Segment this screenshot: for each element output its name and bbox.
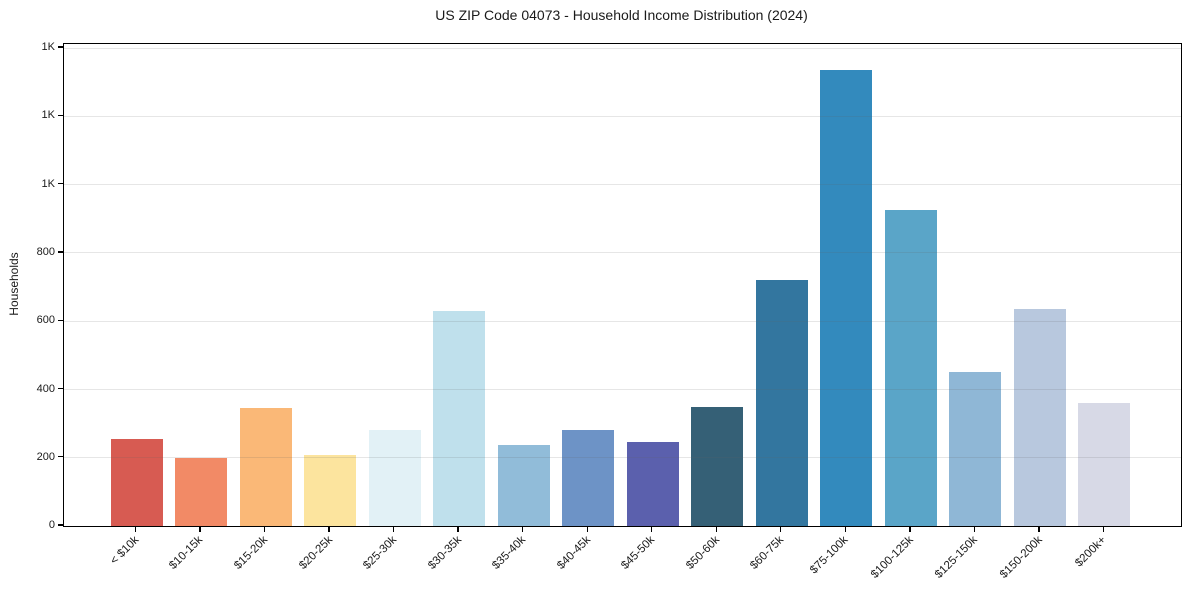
bar-35-40k — [497, 444, 550, 526]
bar-50-60k — [691, 406, 744, 526]
plot-area — [63, 43, 1182, 527]
x-tick-label: $60-75k — [748, 534, 787, 572]
x-tick-mark — [328, 526, 330, 532]
y-tick-mark — [58, 456, 63, 458]
x-tick-label: $10-15k — [167, 534, 206, 572]
y-tick-mark — [58, 524, 63, 526]
gridline-1200 — [64, 115, 1181, 117]
x-tick-label: $25-30k — [361, 534, 400, 572]
x-tick-label: $30-35k — [425, 534, 464, 572]
y-tick-mark — [58, 182, 63, 185]
bar-200k — [1078, 403, 1131, 526]
x-tick-mark — [909, 526, 911, 532]
gridline-1000 — [64, 184, 1181, 186]
bar-10k — [110, 438, 163, 526]
gridline-200 — [64, 457, 1181, 459]
x-tick-label: $200k+ — [1073, 534, 1109, 570]
bar-15-20k — [239, 408, 292, 526]
y-tick-label: 800 — [36, 245, 55, 258]
y-tick-label: 0 — [48, 519, 55, 531]
x-tick-label: $125-150k — [932, 534, 980, 581]
x-tick-label: $20-25k — [296, 534, 335, 572]
x-tick-label: $150-200k — [997, 534, 1045, 581]
y-tick-label: 1K — [41, 177, 55, 190]
y-tick-mark — [58, 251, 63, 253]
y-tick-label: 1K — [41, 109, 55, 122]
x-tick-mark — [651, 526, 653, 532]
gridline-600 — [64, 320, 1181, 322]
x-tick-mark — [522, 526, 524, 532]
x-tick-mark — [1038, 526, 1040, 532]
gridline-800 — [64, 252, 1181, 254]
x-tick-mark — [134, 526, 137, 532]
bar-40-45k — [562, 430, 615, 526]
x-tick-mark — [973, 526, 976, 532]
x-tick-label: $40-45k — [554, 534, 593, 572]
bar-20-25k — [304, 455, 357, 526]
y-tick-label: 600 — [36, 314, 55, 327]
x-tick-label: $50-60k — [683, 534, 722, 572]
x-tick-mark — [457, 526, 459, 532]
y-tick-mark — [58, 387, 63, 390]
y-tick-label: 200 — [36, 450, 55, 463]
x-tick-label: $35-40k — [490, 534, 529, 572]
bar-150-200k — [1013, 308, 1066, 526]
x-tick-mark — [844, 526, 846, 532]
x-tick-label: $75-100k — [808, 534, 851, 577]
x-tick-mark — [780, 526, 782, 532]
bar-30-35k — [433, 310, 486, 526]
x-tick-mark — [392, 526, 395, 532]
x-tick-label: $100-125k — [868, 534, 916, 581]
x-tick-mark — [1102, 526, 1105, 532]
gridline-400 — [64, 389, 1181, 390]
x-tick-label: $15-20k — [232, 534, 271, 572]
bar-75-100k — [820, 69, 873, 526]
y-tick-mark — [58, 319, 63, 321]
y-tick-mark — [58, 46, 63, 48]
bar-25-30k — [368, 430, 421, 526]
x-tick-mark — [715, 526, 717, 532]
y-tick-mark — [58, 114, 63, 117]
bar-45-50k — [626, 442, 679, 526]
x-tick-label: < $10k — [107, 534, 141, 568]
y-axis-label: Households — [7, 252, 21, 316]
x-tick-mark — [199, 526, 201, 532]
y-tick-label: 400 — [36, 382, 55, 395]
bar-60-75k — [755, 279, 808, 526]
bar-10-15k — [175, 458, 228, 526]
x-tick-mark — [586, 526, 588, 532]
gridline-1400 — [64, 47, 1181, 49]
y-tick-label: 1K — [41, 41, 55, 54]
bar-100-125k — [884, 209, 937, 526]
bar-125-150k — [949, 371, 1002, 526]
x-tick-mark — [263, 526, 266, 532]
chart-title: US ZIP Code 04073 - Household Income Dis… — [435, 7, 808, 23]
x-tick-label: $45-50k — [619, 534, 658, 572]
